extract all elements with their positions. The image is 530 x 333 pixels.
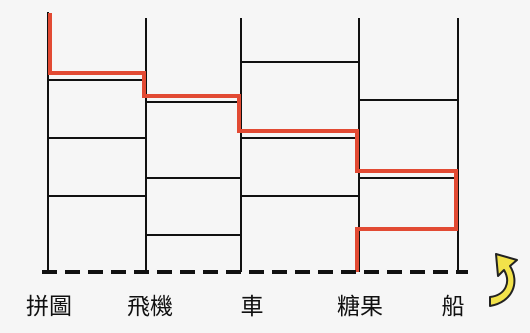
- label-candy: 糖果: [337, 294, 383, 320]
- label-car: 車: [240, 294, 264, 320]
- ladder-rungs: [48, 61, 458, 236]
- label-puzzle: 拼圖: [26, 294, 72, 320]
- highlighted-path: [48, 13, 458, 272]
- label-airplane: 飛機: [127, 294, 173, 320]
- curved-arrow-icon: [489, 253, 518, 307]
- ladder-verticals: [47, 12, 459, 272]
- label-boat: 船: [441, 294, 465, 320]
